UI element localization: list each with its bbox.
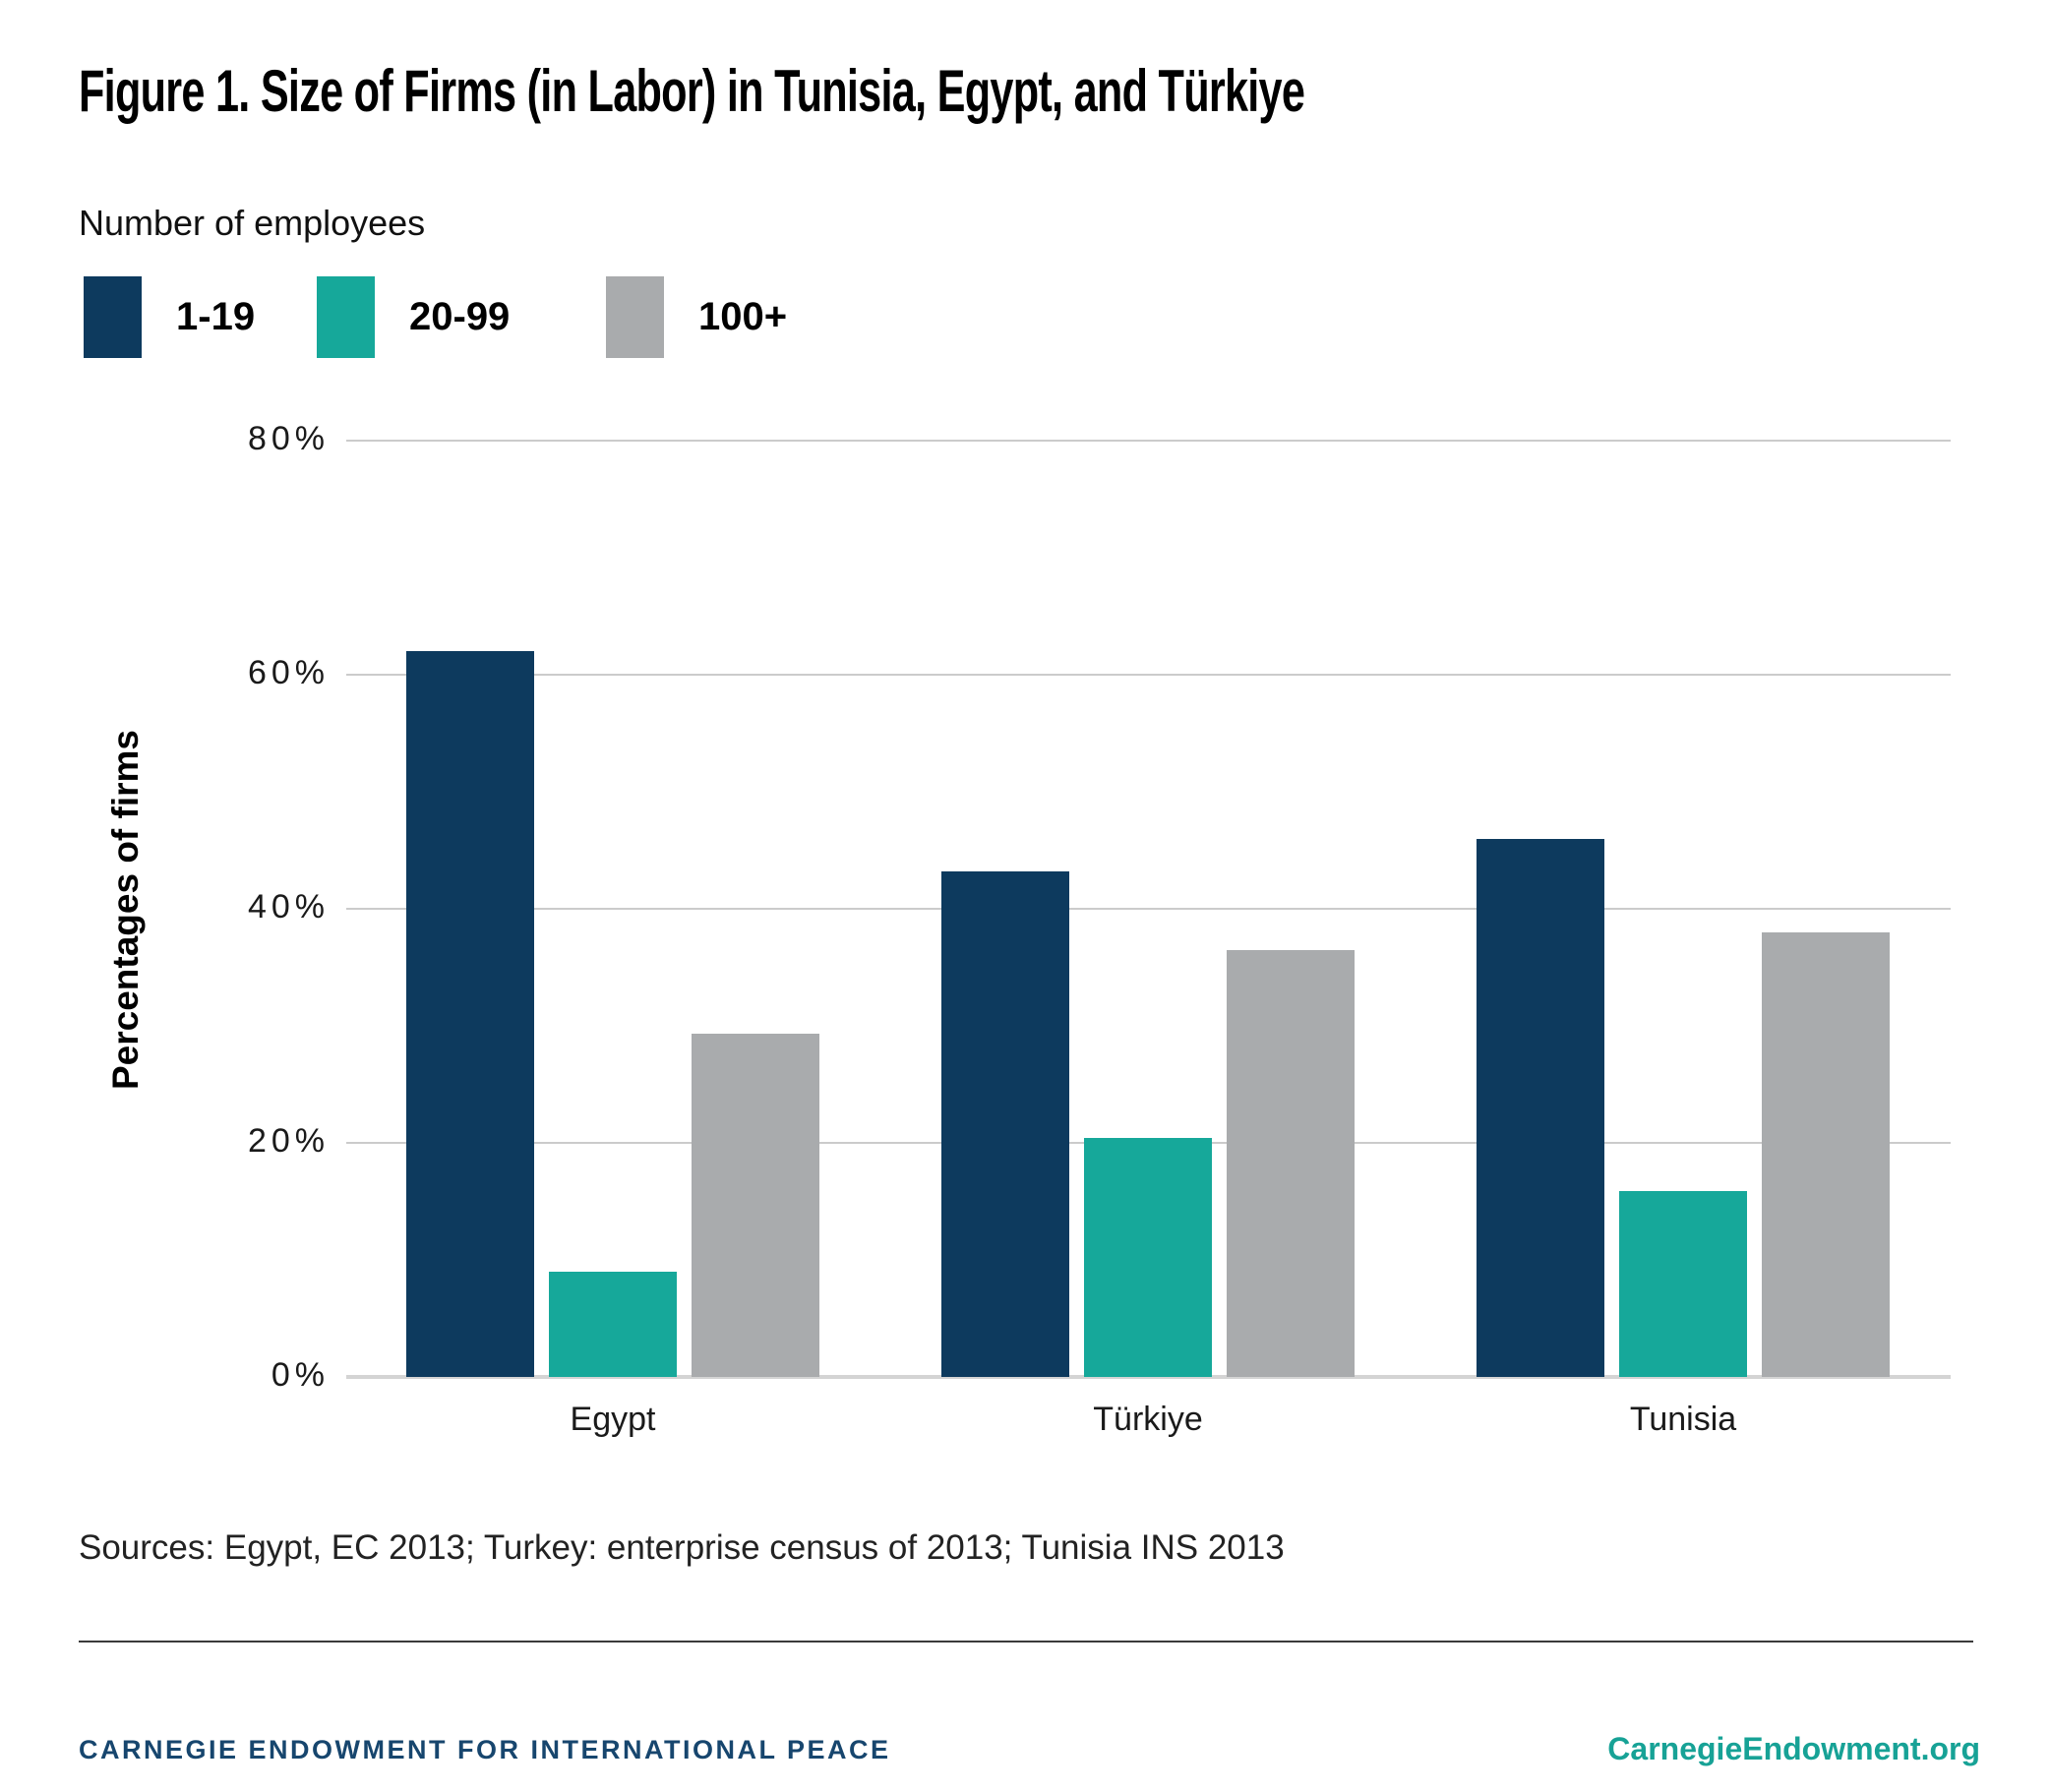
legend-label: 100+ bbox=[698, 294, 788, 338]
footer-website-link[interactable]: CarnegieEndowment.org bbox=[1607, 1731, 1980, 1766]
y-tick-label-60: 60% bbox=[247, 654, 330, 691]
y-tick-label-20: 20% bbox=[247, 1122, 330, 1160]
legend-swatch-20-99 bbox=[317, 275, 375, 358]
bar-egypt-100+ bbox=[692, 1034, 819, 1377]
bar-group-tunisia bbox=[1477, 839, 1890, 1377]
bar-tunisia-20-99 bbox=[1619, 1191, 1747, 1377]
legend-label: 20-99 bbox=[409, 294, 511, 338]
y-tick-label-40: 40% bbox=[247, 888, 330, 926]
bar-tunisia-100+ bbox=[1762, 932, 1890, 1377]
x-category-label-türkiye: Türkiye bbox=[1093, 1401, 1203, 1438]
bar-türkiye-100+ bbox=[1227, 950, 1355, 1377]
legend-swatch-1-19 bbox=[84, 275, 142, 358]
x-category-label-egypt: Egypt bbox=[570, 1401, 656, 1438]
figure-title: Figure 1. Size of Firms (in Labor) in Tu… bbox=[79, 58, 1305, 124]
bar-tunisia-1-19 bbox=[1477, 839, 1604, 1377]
footer-divider bbox=[79, 1641, 1973, 1643]
legend-item-20-99: 20-99 bbox=[317, 275, 510, 358]
y-tick-label-0: 0% bbox=[271, 1356, 330, 1394]
legend-item-1-19: 1-19 bbox=[84, 275, 255, 358]
legend-swatch-100plus bbox=[606, 275, 664, 358]
bar-group-egypt bbox=[406, 651, 819, 1377]
bar-egypt-20-99 bbox=[549, 1272, 677, 1377]
bar-group-türkiye bbox=[941, 871, 1355, 1377]
legend-title: Number of employees bbox=[79, 203, 426, 243]
source-note: Sources: Egypt, EC 2013; Turkey: enterpr… bbox=[79, 1528, 1285, 1567]
x-category-label-tunisia: Tunisia bbox=[1629, 1401, 1737, 1438]
footer-org-name: CARNEGIE ENDOWMENT FOR INTERNATIONAL PEA… bbox=[79, 1735, 891, 1764]
gridline-60 bbox=[346, 674, 1951, 676]
legend-label: 1-19 bbox=[176, 294, 256, 338]
bar-türkiye-1-19 bbox=[941, 871, 1069, 1377]
y-tick-label-80: 80% bbox=[247, 420, 330, 457]
bar-türkiye-20-99 bbox=[1084, 1138, 1212, 1377]
bar-egypt-1-19 bbox=[406, 651, 534, 1377]
gridline-0 bbox=[346, 1375, 1951, 1379]
gridline-80 bbox=[346, 440, 1951, 442]
gridline-40 bbox=[346, 908, 1951, 910]
legend-item-100plus: 100+ bbox=[606, 275, 787, 358]
